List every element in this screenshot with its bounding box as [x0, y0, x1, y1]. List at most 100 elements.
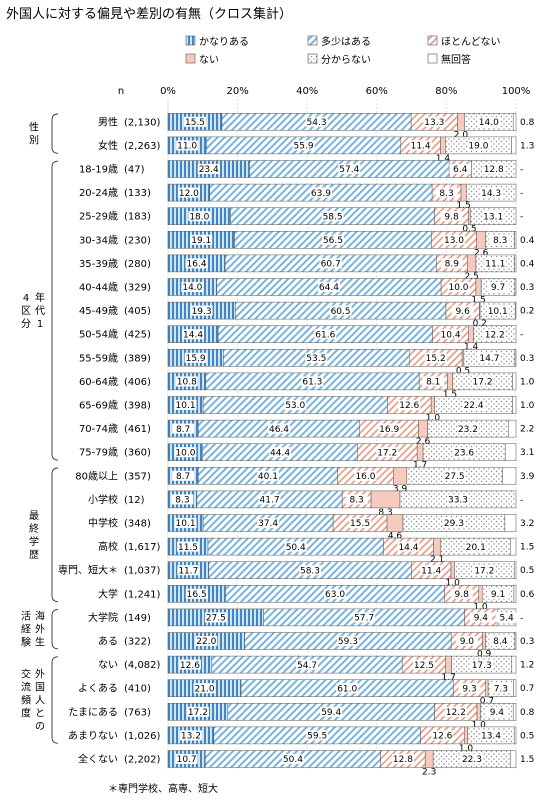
value-label-bg: [489, 636, 512, 646]
bar-row: 65-69歳 (398) 10.1 53.0 12.6 1.0 22.4 1.0: [79, 396, 535, 424]
bar-segment-mukaito: [511, 655, 517, 674]
bar-segment-nai: [475, 278, 482, 296]
bar-segment-nai: [478, 585, 483, 603]
x-tick-label: 60%: [366, 86, 388, 97]
value-label-nai: 2.5: [464, 272, 478, 282]
value-label-kanari-aru: 10.0: [175, 448, 195, 458]
bar-row: 中学校 (348) 10.1 37.4 15.5 4.6 29.3 3.2: [88, 514, 534, 542]
bar-segment-nai: [476, 231, 486, 249]
group-label-char: 交: [21, 668, 31, 681]
value-label-bg: [443, 470, 466, 481]
row-n: (47): [124, 165, 145, 176]
value-label-bg: [456, 423, 479, 434]
value-label-hotondo-nai: 9.4: [474, 614, 489, 624]
row-n: (2,202): [124, 755, 161, 766]
bar-row: 75-79歳 (360) 10.0 44.4 17.2 1.7 23.6 3.1: [79, 443, 534, 471]
value-label-nai: 1.5: [456, 201, 470, 211]
value-label-hotondo-nai: 10.4: [441, 330, 461, 340]
bar-segment-nai: [424, 750, 434, 768]
value-label-hotondo-nai: 8.1: [426, 378, 440, 388]
value-label-mukaito: 1.0: [520, 401, 535, 411]
value-label-wakaranai: 29.3: [444, 519, 464, 529]
value-label-mukaito: 0.5: [520, 566, 534, 576]
value-label-kanari-aru: 8.7: [176, 472, 190, 482]
value-label-mukaito: 0.6: [520, 590, 535, 600]
value-label-bg: [314, 329, 337, 340]
value-label-tasho-wa-aru: 60.5: [331, 307, 351, 317]
value-label-nai: 2.3: [422, 768, 436, 778]
value-label-kanari-aru: 11.5: [178, 543, 198, 553]
group-label-char: 最: [29, 510, 39, 522]
value-label-bg: [329, 305, 352, 316]
value-label-bg: [204, 612, 227, 623]
value-label-tasho-wa-aru: 57.7: [354, 614, 374, 624]
value-label-tasho-wa-aru: 60.7: [321, 260, 341, 270]
value-label-nai: 1.0: [426, 414, 441, 424]
bar-segment-nai: [393, 467, 408, 485]
value-label-mukaito: 1.5: [520, 543, 534, 553]
row-n: (357): [124, 471, 151, 482]
value-label-bg: [336, 636, 359, 646]
value-label-wakaranai: 13.1: [483, 212, 503, 222]
value-label-wakaranai: 22.4: [464, 401, 484, 411]
value-label-mukaito: 0.8: [520, 118, 535, 128]
row-label: 専門、短大＊: [58, 564, 118, 577]
group-label-char: 終: [29, 522, 39, 535]
row-n: (1,037): [124, 566, 161, 577]
value-label-bg: [306, 730, 329, 741]
value-label-bg: [423, 116, 446, 127]
value-label-kanari-aru: 8.3: [175, 496, 189, 506]
value-label-mukaito: -: [520, 165, 523, 175]
row-label: 大学: [98, 587, 118, 600]
value-label-nai: 8.3: [378, 508, 392, 518]
value-label-mukaito: -: [520, 495, 523, 505]
value-label-kanari-aru: 15.9: [186, 354, 206, 364]
legend-label-mukaito: 無回答: [441, 53, 471, 66]
value-label-bg: [338, 164, 361, 174]
value-label-bg: [486, 305, 509, 316]
bar-row: 高校 (1,617) 11.5 50.4 14.4 2.1 20.1 1.5: [98, 537, 534, 565]
value-label-mukaito: 0.4: [520, 259, 535, 269]
row-n: (133): [124, 188, 151, 199]
bar-segment-nai: [457, 113, 465, 131]
bar-segment-mukaito: [513, 585, 517, 603]
group-label-char: 歴: [29, 549, 39, 561]
value-label-bg: [473, 565, 496, 576]
value-label-hotondo-nai: 15.2: [426, 354, 446, 364]
value-label-tasho-wa-aru: 64.4: [319, 283, 339, 293]
bar-segment-mukaito: [512, 113, 517, 131]
bar-row: 20-24歳 (133) 12.0 63.9 8.31.5 14.3 -: [79, 183, 523, 211]
row-label: 40-44歳: [79, 282, 118, 294]
value-label-bg: [190, 305, 213, 316]
value-label-bg: [321, 234, 344, 245]
row-n: (12): [124, 495, 145, 506]
row-label: 45-49歳: [79, 305, 118, 317]
group-label-char: 別: [29, 135, 39, 147]
value-label-bg: [292, 140, 315, 151]
value-label-bg: [440, 211, 463, 222]
value-label-kanari-aru: 11.7: [178, 566, 198, 576]
value-label-nai: 1.4: [464, 343, 479, 353]
value-label-nai: 3.9: [393, 484, 408, 494]
value-label-wakaranai: 5.4: [499, 614, 514, 624]
value-label-bg: [462, 400, 485, 410]
group-label-char: 海: [35, 610, 45, 623]
value-label-wakaranai: 22.3: [462, 755, 482, 765]
value-label-bg: [305, 116, 328, 127]
group-label-char: 国: [35, 682, 45, 694]
bar-segment-mukaito: [510, 750, 517, 768]
value-label-hotondo-nai: 11.4: [411, 142, 431, 152]
value-label-wakaranai: 17.3: [472, 661, 492, 671]
value-label-hotondo-nai: 12.6: [399, 401, 419, 411]
value-label-tasho-wa-aru: 58.3: [300, 566, 320, 576]
value-label-bg: [489, 683, 512, 694]
value-label-bg: [435, 187, 458, 198]
value-label-bg: [424, 352, 447, 363]
value-label-bg: [185, 258, 208, 269]
bar-row: 40-44歳 (329) 14.0 64.4 10.01.5 9.7 0.3: [79, 278, 534, 306]
value-label-bg: [354, 470, 377, 481]
row-label: あまりない: [68, 730, 118, 742]
bar-segment-mukaito: [514, 278, 517, 296]
value-label-bg: [458, 683, 481, 694]
bar-row: 50-54歳 (425) 14.4 61.6 10.41.4 12.2 -: [79, 325, 523, 353]
